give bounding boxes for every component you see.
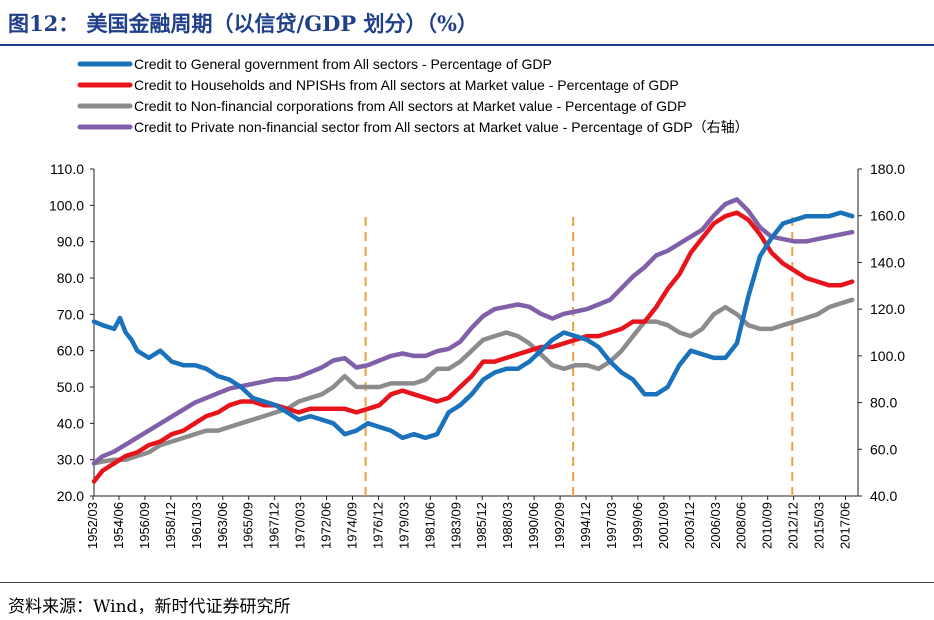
x-tick-label: 1956/09 [137,502,152,549]
legend-label-1: Credit to General government from All se… [134,56,552,72]
chart-title: 图12： 美国金融周期（以信贷/GDP 划分）（%） [8,11,478,36]
left-tick-label: 90.0 [57,234,84,250]
x-tick-label: 1952/03 [85,502,100,549]
x-tick-label: 2010/09 [760,502,775,549]
left-tick-label: 110.0 [50,161,84,177]
x-tick-label: 1958/12 [163,502,178,549]
series-line-2 [91,210,855,484]
x-tick-label: 1963/06 [215,502,230,549]
left-tick-label: 50.0 [57,379,84,395]
line-chart: Credit to General government from All se… [49,56,905,549]
x-tick-label: 1988/03 [500,502,515,549]
x-tick-label: 2006/03 [708,502,723,549]
x-tick-label: 2017/06 [838,502,853,549]
left-tick-label: 20.0 [57,488,84,504]
x-tick-label: 1976/12 [370,502,385,549]
left-tick-label: 60.0 [57,343,84,359]
title-rule [0,44,934,46]
x-tick-label: 1979/03 [396,502,411,549]
series-lines [91,197,855,484]
x-tick-label: 1967/12 [267,502,282,549]
source-note: 资料来源：Wind，新时代证券研究所 [8,597,291,617]
right-tick-label: 60.0 [870,441,897,457]
x-tick-label: 1999/06 [630,502,645,549]
series-line-3 [91,297,855,466]
right-tick-label: 160.0 [870,208,905,224]
x-tick-label: 1961/03 [189,502,204,549]
legend: Credit to General government from All se… [77,56,749,135]
series-line-1 [91,210,855,441]
series-line-4 [91,197,855,466]
x-tick-label: 2012/12 [786,502,801,549]
x-tick-label: 1972/06 [319,502,334,549]
x-tick-label: 1954/06 [111,502,126,549]
x-tick-label: 1970/03 [293,502,308,549]
x-tick-label: 2003/12 [682,502,697,549]
x-tick-label: 1997/03 [604,502,619,549]
right-tick-label: 40.0 [870,488,897,504]
x-tick-label: 2008/06 [734,502,749,549]
x-tick-label: 2015/03 [812,502,827,549]
source-rule [0,582,934,583]
cycle-markers [364,217,794,496]
x-tick-label: 1983/09 [448,502,463,549]
legend-label-2: Credit to Households and NPISHs from All… [134,77,679,93]
left-tick-label: 30.0 [57,452,84,468]
x-tick-label: 1974/09 [345,502,360,549]
left-tick-label: 100.0 [49,197,84,213]
x-tick-label: 1965/09 [241,502,256,549]
left-tick-label: 80.0 [57,270,84,286]
left-tick-label: 40.0 [57,415,84,431]
right-tick-label: 180.0 [870,161,905,177]
x-tick-label: 1985/12 [474,502,489,549]
x-tick-label: 1990/06 [526,502,541,549]
x-tick-label: 1981/06 [422,502,437,549]
axes: 20.0 30.0 40.0 50.0 60.0 70.0 80.0 90.0 100.0 110… [49,161,905,549]
x-tick-label: 2001/09 [656,502,671,549]
right-tick-label: 100.0 [870,348,905,364]
legend-label-4: Credit to Private non-financial sector f… [134,119,749,135]
x-tick-label: 1994/12 [578,502,593,549]
right-tick-label: 120.0 [870,301,905,317]
x-tick-label: 1992/09 [552,502,567,549]
right-tick-label: 140.0 [870,254,905,270]
legend-label-3: Credit to Non-financial corporations fro… [134,98,686,114]
left-tick-label: 70.0 [57,306,84,322]
right-tick-label: 80.0 [870,395,897,411]
